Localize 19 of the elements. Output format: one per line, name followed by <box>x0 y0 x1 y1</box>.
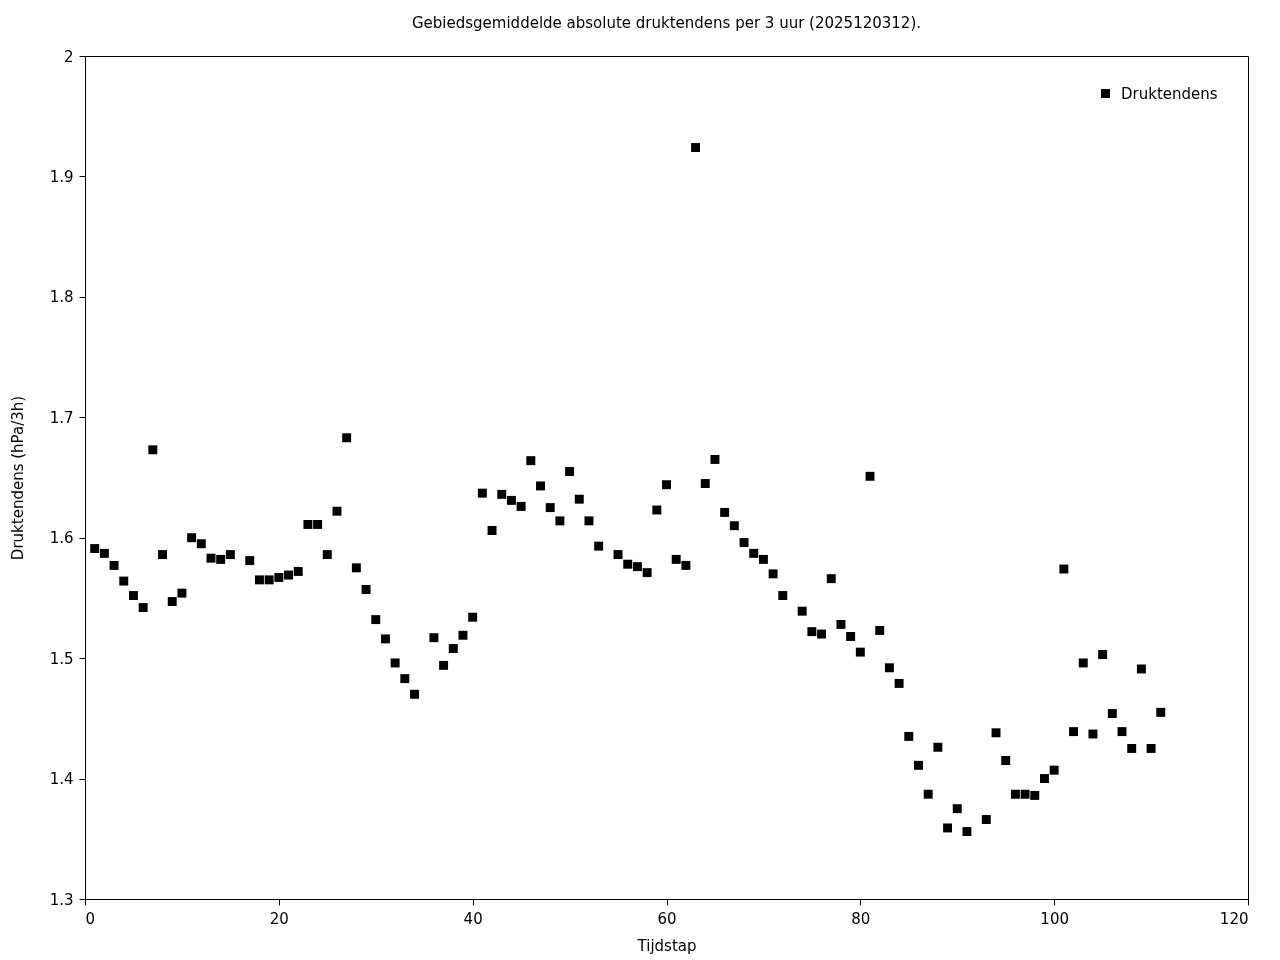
y-tick-label: 2 <box>63 47 74 66</box>
x-tick-label: 20 <box>269 909 289 928</box>
x-tick-label: 40 <box>463 909 483 928</box>
x-tick-label: 60 <box>657 909 677 928</box>
y-tick-label: 1.4 <box>49 770 74 789</box>
x-axis-title: Tijdstap <box>636 936 697 955</box>
chart-title: Gebiedsgemiddelde absolute druktendens per 3 uur (2025120312). <box>411 14 922 32</box>
y-tick-label: 1.3 <box>49 890 74 909</box>
y-tick-label: 1.6 <box>49 529 74 548</box>
y-tick-label: 1.7 <box>49 408 74 427</box>
y-tick-label: 1.5 <box>49 649 74 668</box>
x-tick-label: 120 <box>1219 909 1249 928</box>
x-tick-label: 0 <box>85 909 96 928</box>
x-tick-label: 100 <box>1040 909 1069 928</box>
y-axis-title: Druktendens (hPa/3h) <box>8 395 27 561</box>
x-tick-label: 80 <box>851 909 871 928</box>
y-tick-label: 1.8 <box>49 288 74 307</box>
y-tick-label: 1.9 <box>49 167 74 186</box>
legend-label: Druktendens <box>1121 84 1218 103</box>
